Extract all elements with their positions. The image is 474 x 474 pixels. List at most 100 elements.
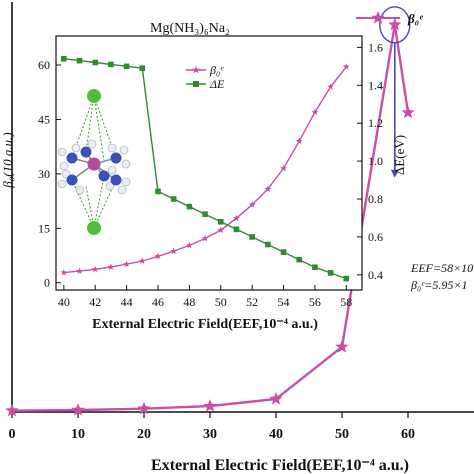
inset-legend-star-marker bbox=[192, 66, 200, 74]
inset-gap-data-point bbox=[170, 196, 177, 202]
inset-gap-data-point bbox=[76, 57, 83, 64]
main-data-point bbox=[203, 399, 217, 412]
inset-x-axis-label: External Electric Field(EEF,10⁻⁴ a.u.) bbox=[92, 317, 318, 332]
inset-x-ticks: 40 42 44 46 48 50 52 54 56 58 bbox=[58, 285, 352, 309]
inset-right-tick-label: 1.0 bbox=[368, 154, 383, 168]
inset-gap-data-point bbox=[265, 241, 271, 248]
inset-legend-label-gap: ΔE bbox=[209, 77, 225, 91]
inset-gap-data-point bbox=[280, 249, 287, 255]
inset-x-tick-label: 44 bbox=[121, 295, 133, 309]
inset-gap-data-point bbox=[343, 275, 350, 282]
inset-left-tick-label: 0 bbox=[44, 276, 50, 290]
inset-x-tick-label: 46 bbox=[152, 295, 164, 309]
inset-right-tick-label: 0.6 bbox=[368, 230, 383, 244]
inset-plot: Mg(NH₃)₆Na₂ 40 42 44 46 48 50 52 54 56 58 0 15 30 45… bbox=[0, 21, 407, 332]
main-x-tick-label: 30 bbox=[203, 427, 217, 442]
main-data-point bbox=[5, 403, 19, 417]
inset-gap-data-point bbox=[92, 59, 99, 66]
inset-beta-data-point bbox=[248, 201, 256, 208]
inset-gap-data-point bbox=[61, 55, 67, 62]
inset-right-tick-label: 0.8 bbox=[368, 192, 383, 206]
inset-beta-data-point bbox=[76, 267, 83, 274]
main-legend-star-marker bbox=[371, 11, 385, 24]
inset-legend: β₀ᵉ ΔE bbox=[186, 63, 225, 91]
molecule-sodium-atom-top bbox=[87, 89, 101, 103]
inset-beta-data-point bbox=[154, 252, 162, 260]
main-x-tick-label: 20 bbox=[137, 427, 151, 442]
main-series-line bbox=[11, 24, 410, 412]
inset-x-tick-label: 58 bbox=[340, 295, 352, 309]
annotation-arrow-head bbox=[390, 169, 399, 178]
main-x-tick-label: 60 bbox=[401, 427, 415, 442]
inset-beta-data-point bbox=[342, 63, 350, 70]
inset-left-tick-label: 45 bbox=[38, 112, 50, 126]
inset-gap-data-point bbox=[202, 211, 208, 217]
main-plot: 0 10 20 30 40 50 60 External Electric Field(EE… bbox=[5, 2, 474, 474]
molecule-nitrogen-atoms bbox=[66, 146, 122, 186]
main-x-axis-label: External Electric Field(EEF,10⁻⁴ a.u.) bbox=[151, 457, 409, 474]
main-legend: β₀ᵉ bbox=[356, 11, 423, 26]
inset-beta-data-point bbox=[186, 241, 193, 249]
inset-beta-data-point bbox=[201, 234, 209, 242]
main-legend-label: β₀ᵉ bbox=[407, 11, 423, 26]
main-x-tick-label: 40 bbox=[269, 427, 283, 442]
inset-series-group bbox=[60, 55, 350, 282]
inset-beta-data-point bbox=[107, 263, 115, 271]
inset-beta-data-point bbox=[123, 260, 130, 268]
inset-beta-data-point bbox=[138, 257, 146, 264]
inset-gap-data-point bbox=[186, 203, 193, 210]
main-data-point bbox=[71, 403, 85, 416]
inset-gap-data-point bbox=[108, 61, 114, 68]
inset-gap-data-point bbox=[155, 188, 161, 195]
molecule-magnesium-atom bbox=[87, 157, 101, 171]
inset-beta-data-point bbox=[327, 83, 334, 90]
inset-right-tick-label: 1.2 bbox=[368, 116, 383, 130]
main-data-point bbox=[335, 339, 349, 353]
inset-beta-data-point bbox=[91, 265, 99, 273]
inset-left-y-axis-label: β₀(10 a.u.) bbox=[0, 132, 15, 188]
inset-frame bbox=[55, 35, 363, 291]
inset-right-y-axis-label: ΔE(eV) bbox=[392, 135, 407, 175]
main-annotation: EEF=58×10 β₀ᵉ=5.95×1 bbox=[390, 42, 473, 292]
inset-x-tick-label: 54 bbox=[278, 295, 290, 309]
inset-legend-square-marker bbox=[193, 81, 199, 87]
molecule-dashed-bonds bbox=[71, 95, 117, 229]
inset-right-tick-label: 0.4 bbox=[368, 268, 383, 282]
inset-title: Mg(NH₃)₆Na₂ bbox=[150, 21, 230, 36]
inset-x-tick-label: 42 bbox=[89, 295, 101, 309]
inset-x-tick-label: 56 bbox=[309, 295, 321, 309]
inset-x-tick-label: 40 bbox=[58, 295, 70, 309]
annotation-line-1: EEF=58×10 bbox=[410, 261, 473, 275]
main-x-ticks: 0 10 20 30 40 50 60 bbox=[9, 412, 415, 442]
inset-beta-data-point bbox=[60, 269, 68, 276]
inset-beta-data-point bbox=[280, 164, 287, 172]
annotation-line-2: β₀ᵉ=5.95×1 bbox=[410, 278, 468, 292]
inset-left-tick-label: 60 bbox=[38, 58, 50, 72]
inset-beta-data-point bbox=[311, 108, 319, 116]
inset-x-tick-label: 50 bbox=[215, 295, 227, 309]
inset-beta-data-point bbox=[264, 185, 272, 192]
inset-gap-data-point bbox=[217, 218, 224, 225]
inset-legend-label-beta: β₀ᵉ bbox=[209, 63, 224, 77]
inset-right-tick-label: 1.6 bbox=[368, 40, 383, 54]
inset-gap-data-point bbox=[123, 63, 130, 70]
inset-x-tick-label: 52 bbox=[246, 295, 258, 309]
main-series-group bbox=[5, 6, 415, 417]
inset-left-y-ticks: 0 15 30 45 60 bbox=[38, 58, 61, 290]
inset-gap-data-point bbox=[233, 226, 240, 233]
main-data-point bbox=[388, 17, 402, 31]
inset-gap-data-point bbox=[139, 65, 146, 72]
inset-beta-data-point bbox=[170, 247, 178, 255]
inset-right-tick-label: 1.4 bbox=[368, 78, 383, 92]
molecule-illustration bbox=[57, 89, 131, 235]
main-x-tick-label: 50 bbox=[335, 427, 349, 442]
main-x-tick-label: 10 bbox=[71, 427, 85, 442]
main-x-tick-label: 0 bbox=[9, 427, 16, 442]
inset-gap-data-point bbox=[327, 270, 334, 276]
inset-beta-data-point bbox=[233, 214, 240, 222]
inset-beta-data-point bbox=[217, 226, 225, 233]
inset-beta-data-point bbox=[295, 137, 303, 145]
molecule-sodium-atom-bottom bbox=[87, 221, 101, 235]
inset-left-tick-label: 30 bbox=[38, 167, 50, 181]
